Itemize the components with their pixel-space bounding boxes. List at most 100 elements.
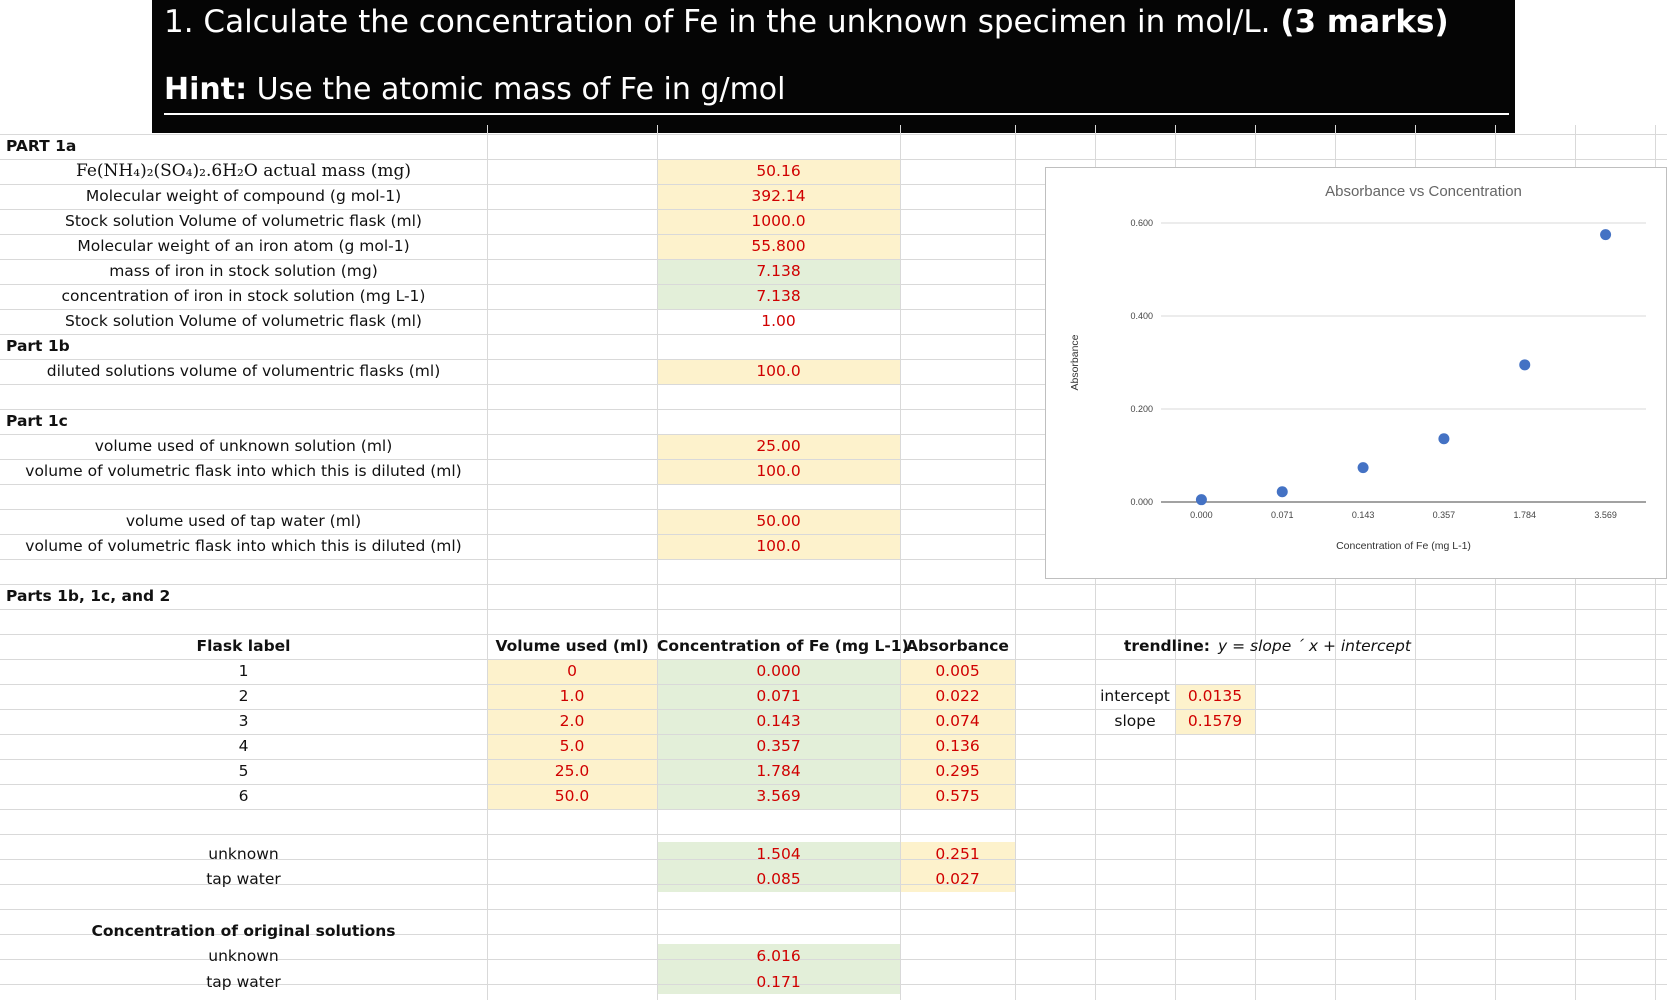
volume-used-3[interactable]: 2.0	[559, 712, 585, 730]
part1c-label-3[interactable]: volume of volumetric flask into which th…	[25, 537, 462, 555]
sample-concentration-unknown[interactable]: 1.504	[756, 845, 801, 863]
row-gridline	[0, 634, 1667, 635]
concentration-3[interactable]: 0.143	[756, 712, 801, 730]
column-gridline	[657, 125, 658, 1000]
intercept-value[interactable]: 0.0135	[1187, 687, 1243, 705]
slope-value[interactable]: 0.1579	[1187, 712, 1243, 730]
flask-label-3[interactable]: 3	[238, 712, 249, 730]
col-header-concentration[interactable]: Concentration of Fe (mg L-1)	[657, 637, 909, 655]
scatter-chart[interactable]: Absorbance vs Concentration 0.000 0.200 0.4…	[1045, 167, 1667, 579]
cell-fill	[657, 842, 900, 892]
part1c-label-2[interactable]: volume used of tap water (ml)	[125, 512, 362, 530]
row-gridline	[0, 334, 1667, 335]
row-gridline	[0, 684, 1667, 685]
sample-absorbance-unknown[interactable]: 0.251	[935, 845, 980, 863]
part1a-value-1[interactable]: 392.14	[751, 187, 806, 205]
absorbance-3[interactable]: 0.074	[935, 712, 980, 730]
original-label-unknown[interactable]: unknown	[208, 947, 279, 965]
col-header-flask-label[interactable]: Flask label	[196, 637, 291, 655]
row-gridline	[0, 859, 1667, 860]
row-gridline	[0, 234, 1667, 235]
part1a-value-6[interactable]: 1.00	[761, 312, 796, 330]
sample-absorbance-tap-water[interactable]: 0.027	[935, 870, 980, 888]
part1b-value-0[interactable]: 100.0	[756, 362, 801, 380]
sample-label-tap-water[interactable]: tap water	[206, 870, 281, 888]
row-gridline	[0, 484, 1667, 485]
hint-body: Use the atomic mass of Fe in g/mol	[247, 72, 786, 107]
trendline-label[interactable]: trendline:	[1123, 637, 1210, 655]
row-gridline	[0, 559, 1667, 560]
part1a-label-5[interactable]: concentration of iron in stock solution …	[61, 287, 426, 305]
x-tick-label: 1.784	[1513, 510, 1536, 520]
data-point	[1519, 359, 1531, 371]
part1a-value-5[interactable]: 7.138	[756, 287, 801, 305]
absorbance-5[interactable]: 0.295	[935, 762, 980, 780]
x-axis-label: Concentration of Fe (mg L-1)	[1336, 540, 1471, 552]
question-prefix: 1. Calculate the concentration of Fe in …	[164, 4, 1281, 40]
slope-label[interactable]: slope	[1114, 712, 1156, 730]
trendline-equation[interactable]: y = slope ´ x + intercept	[1218, 637, 1411, 655]
absorbance-6[interactable]: 0.575	[935, 787, 980, 805]
absorbance-4[interactable]: 0.136	[935, 737, 980, 755]
row-gridline	[0, 709, 1667, 710]
y-tick-label: 0.400	[1130, 311, 1153, 321]
volume-used-6[interactable]: 50.0	[554, 787, 590, 805]
absorbance-1[interactable]: 0.005	[935, 662, 980, 680]
part1a-value-4[interactable]: 7.138	[756, 262, 801, 280]
volume-used-2[interactable]: 1.0	[559, 687, 585, 705]
concentration-5[interactable]: 1.784	[756, 762, 801, 780]
flask-label-2[interactable]: 2	[238, 687, 249, 705]
row-gridline	[0, 659, 1667, 660]
part1a-label-1[interactable]: Molecular weight of compound (g mol-1)	[85, 187, 402, 205]
flask-label-4[interactable]: 4	[238, 737, 249, 755]
concentration-2[interactable]: 0.071	[756, 687, 801, 705]
data-point	[1357, 462, 1369, 474]
col-header-absorbance[interactable]: Absorbance	[906, 637, 1009, 655]
flask-label-5[interactable]: 5	[238, 762, 249, 780]
flask-label-1[interactable]: 1	[238, 662, 249, 680]
volume-used-5[interactable]: 25.0	[554, 762, 590, 780]
volume-used-4[interactable]: 5.0	[559, 737, 585, 755]
part1a-value-3[interactable]: 55.800	[751, 237, 806, 255]
part1c-value-2[interactable]: 50.00	[756, 512, 801, 530]
original-value-tap-water[interactable]: 0.171	[756, 973, 801, 991]
part1a-value-2[interactable]: 1000.0	[751, 212, 806, 230]
absorbance-2[interactable]: 0.022	[935, 687, 980, 705]
part1a-label-2[interactable]: Stock solution Volume of volumetric flas…	[65, 212, 422, 230]
part1c-value-3[interactable]: 100.0	[756, 537, 801, 555]
concentration-4[interactable]: 0.357	[756, 737, 801, 755]
part1a-label-0[interactable]: Fe(NH₄)₂(SO₄)₂.6H₂O actual mass (mg)	[76, 161, 411, 181]
data-point	[1438, 433, 1450, 445]
row-gridline	[0, 209, 1667, 210]
concentration-6[interactable]: 3.569	[756, 787, 801, 805]
part1c-value-1[interactable]: 100.0	[756, 462, 801, 480]
part1c-value-0[interactable]: 25.00	[756, 437, 801, 455]
part1a-label-3[interactable]: Molecular weight of an iron atom (g mol-…	[77, 237, 410, 255]
part1a-label-6[interactable]: Stock solution Volume of volumetric flas…	[65, 312, 422, 330]
part1c-label-1[interactable]: volume of volumetric flask into which th…	[25, 462, 462, 480]
row-gridline	[0, 834, 1667, 835]
flask-label-6[interactable]: 6	[238, 787, 249, 805]
intercept-label[interactable]: intercept	[1100, 687, 1170, 705]
sample-concentration-tap-water[interactable]: 0.085	[756, 870, 801, 888]
row-gridline	[0, 759, 1667, 760]
part1a-value-0[interactable]: 50.16	[756, 162, 801, 180]
sample-label-unknown[interactable]: unknown	[208, 845, 279, 863]
original-label-tap-water[interactable]: tap water	[206, 973, 281, 991]
x-tick-label: 0.071	[1271, 510, 1294, 520]
question-banner: 1. Calculate the concentration of Fe in …	[152, 0, 1515, 133]
original-value-unknown[interactable]: 6.016	[756, 947, 801, 965]
row-gridline	[0, 159, 1667, 160]
part1c-label-0[interactable]: volume used of unknown solution (ml)	[94, 437, 393, 455]
col-header-volume-used[interactable]: Volume used (ml)	[495, 637, 649, 655]
original-title[interactable]: Concentration of original solutions	[91, 922, 396, 940]
x-tick-label: 3.569	[1594, 510, 1617, 520]
concentration-1[interactable]: 0.000	[756, 662, 801, 680]
volume-used-1[interactable]: 0	[567, 662, 577, 680]
part1a-label-4[interactable]: mass of iron in stock solution (mg)	[109, 262, 378, 280]
row-gridline	[0, 434, 1667, 435]
part1b-label-0[interactable]: diluted solutions volume of volumentric …	[46, 362, 441, 380]
part1c-title: Part 1c	[6, 412, 68, 430]
data-point	[1195, 494, 1207, 506]
y-tick-label: 0.600	[1130, 218, 1153, 228]
